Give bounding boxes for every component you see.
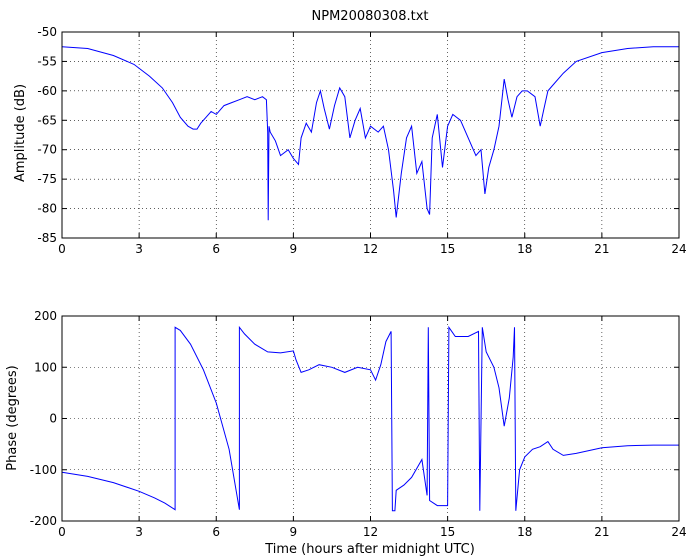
- phase-series-line: [61, 325, 679, 512]
- amplitude-plot-area: [62, 32, 679, 238]
- amplitude-y-tick-label: -55: [37, 54, 57, 68]
- phase-x-tick-label: 3: [135, 525, 143, 539]
- amplitude-x-tick-label: 3: [135, 242, 143, 256]
- amplitude-plot: 0 3 6 9 12 15 18 21 24 -85 -80 -75 -70 -65 -60 -55 -50: [37, 25, 686, 256]
- amplitude-y-tick-label: -60: [37, 84, 57, 98]
- amplitude-x-tick-label: 18: [517, 242, 532, 256]
- x-axis-label: Time (hours after midnight UTC): [264, 542, 475, 557]
- phase-x-tick-label: 24: [671, 525, 686, 539]
- phase-x-tick-label: 9: [290, 525, 298, 539]
- amplitude-x-tick-label: 24: [671, 242, 686, 256]
- phase-y-tick-label: 200: [34, 309, 57, 323]
- amplitude-x-tick-label: 0: [58, 242, 66, 256]
- phase-y-tick-label: -100: [30, 463, 57, 477]
- amplitude-y-tick-label: -65: [37, 113, 57, 127]
- amplitude-x-tick-label: 21: [594, 242, 609, 256]
- amplitude-series-line: [61, 46, 679, 221]
- phase-x-tick-label: 12: [363, 525, 378, 539]
- phase-x-tick-label: 18: [517, 525, 532, 539]
- phase-x-tick-label: 15: [440, 525, 455, 539]
- amplitude-y-axis-label: Amplitude (dB): [13, 84, 28, 182]
- amplitude-y-tick-label: -70: [37, 143, 57, 157]
- phase-y-tick-label: 0: [49, 412, 57, 426]
- phase-x-tick-label: 6: [212, 525, 220, 539]
- amplitude-x-tick-label: 9: [290, 242, 298, 256]
- phase-x-tick-label: 21: [594, 525, 609, 539]
- amplitude-y-tick-label: -50: [37, 25, 57, 39]
- phase-x-tick-label: 0: [58, 525, 66, 539]
- phase-y-axis-label: Phase (degrees): [5, 365, 20, 470]
- phase-y-tick-label: -200: [30, 514, 57, 528]
- amplitude-x-tick-label: 15: [440, 242, 455, 256]
- amplitude-y-tick-label: -85: [37, 231, 57, 245]
- amplitude-y-tick-label: -80: [37, 202, 57, 216]
- amplitude-x-tick-label: 12: [363, 242, 378, 256]
- phase-plot: 0 3 6 9 12 15 18 21 24 -200 -100 0 100 200: [30, 309, 687, 539]
- chart-title: NPM20080308.txt: [312, 9, 429, 24]
- amplitude-y-tick-label: -75: [37, 172, 57, 186]
- amplitude-x-tick-label: 6: [212, 242, 220, 256]
- phase-y-tick-label: 100: [34, 360, 57, 374]
